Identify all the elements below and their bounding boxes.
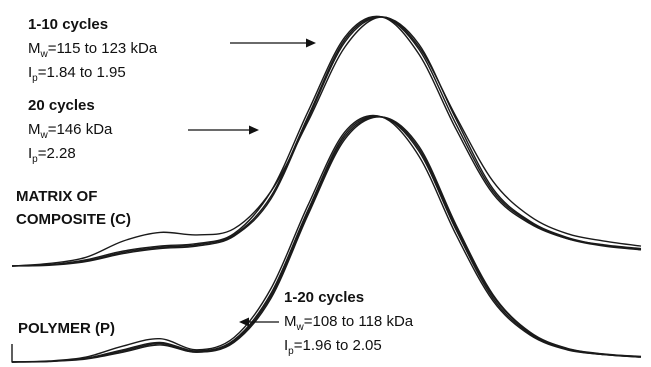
chromatogram-curve-composite-3: [11, 16, 642, 267]
legend-1-20-cycles: 1-20 cycles Mw=108 to 118 kDa Ip=1.96 to…: [239, 289, 414, 357]
arrowhead-1-10-cycles: [306, 38, 316, 48]
arrowhead-1-20-cycles: [239, 317, 249, 327]
panel-label-polymer: POLYMER (P): [18, 320, 115, 337]
panel-polymer: 1-20 cycles Mw=108 to 118 kDa Ip=1.96 to…: [11, 114, 642, 363]
mw-1-10-cycles: Mw=115 to 123 kDa: [28, 40, 158, 60]
chromatogram-curve-polymer-4: [11, 116, 642, 363]
panel-label-matrix-line-2: COMPOSITE (C): [16, 211, 131, 228]
legend-20-cycles: 20 cycles Mw=146 kDa Ip=2.28: [28, 97, 259, 165]
chromatogram-curve-polymer-1: [11, 114, 642, 363]
legend-1-10-cycles: 1-10 cycles Mw=115 to 123 kDa Ip=1.84 to…: [28, 16, 316, 84]
heading-20-cycles: 20 cycles: [28, 97, 95, 114]
mw-20-cycles: Mw=146 kDa: [28, 121, 113, 141]
panel-matrix-of-composite: 1-10 cycles Mw=115 to 123 kDa Ip=1.84 to…: [11, 15, 642, 267]
ip-1-10-cycles: Ip=1.84 to 1.95: [28, 64, 126, 84]
curves-matrix-of-composite: [11, 15, 642, 267]
ip-1-20-cycles: Ip=1.96 to 2.05: [284, 337, 382, 357]
heading-1-10-cycles: 1-10 cycles: [28, 16, 108, 33]
chromatogram-curve-polymer-2: [11, 115, 642, 363]
chromatogram-curve-composite-2: [11, 15, 642, 267]
curves-polymer: [11, 114, 642, 363]
ip-20-cycles: Ip=2.28: [28, 145, 76, 165]
chromatogram-curve-composite-4: [11, 16, 642, 267]
arrowhead-20-cycles: [249, 125, 259, 135]
heading-1-20-cycles: 1-20 cycles: [284, 289, 364, 306]
chromatogram-curve-composite-1: [11, 16, 642, 267]
panel-label-matrix-line-1: MATRIX OF: [16, 188, 97, 205]
mw-1-20-cycles: Mw=108 to 118 kDa: [284, 313, 414, 333]
